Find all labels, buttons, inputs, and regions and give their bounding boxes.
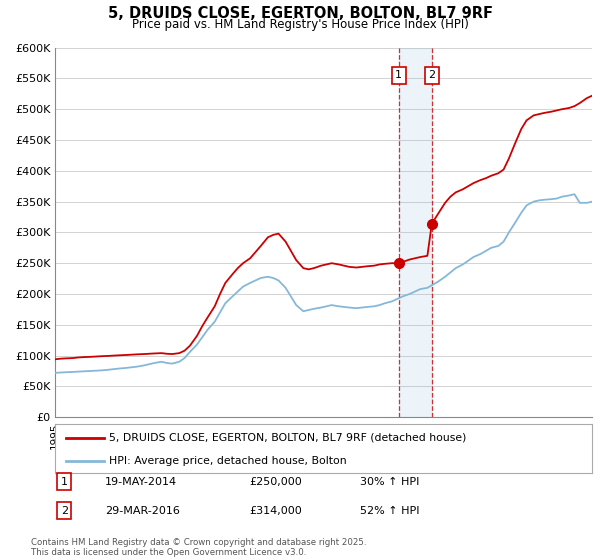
Text: 1: 1 (61, 477, 68, 487)
Text: Price paid vs. HM Land Registry's House Price Index (HPI): Price paid vs. HM Land Registry's House … (131, 18, 469, 31)
Text: Contains HM Land Registry data © Crown copyright and database right 2025.
This d: Contains HM Land Registry data © Crown c… (31, 538, 367, 557)
Text: 1: 1 (395, 71, 402, 80)
Text: 2: 2 (61, 506, 68, 516)
Text: 19-MAY-2014: 19-MAY-2014 (105, 477, 177, 487)
Text: 5, DRUIDS CLOSE, EGERTON, BOLTON, BL7 9RF: 5, DRUIDS CLOSE, EGERTON, BOLTON, BL7 9R… (107, 6, 493, 21)
Text: HPI: Average price, detached house, Bolton: HPI: Average price, detached house, Bolt… (109, 456, 347, 466)
Text: 30% ↑ HPI: 30% ↑ HPI (360, 477, 419, 487)
Text: £250,000: £250,000 (249, 477, 302, 487)
Text: 5, DRUIDS CLOSE, EGERTON, BOLTON, BL7 9RF (detached house): 5, DRUIDS CLOSE, EGERTON, BOLTON, BL7 9R… (109, 433, 466, 443)
Text: 29-MAR-2016: 29-MAR-2016 (105, 506, 180, 516)
Bar (398, 48, 432, 417)
Text: £314,000: £314,000 (249, 506, 302, 516)
Text: 2: 2 (428, 71, 436, 80)
Text: 52% ↑ HPI: 52% ↑ HPI (360, 506, 419, 516)
